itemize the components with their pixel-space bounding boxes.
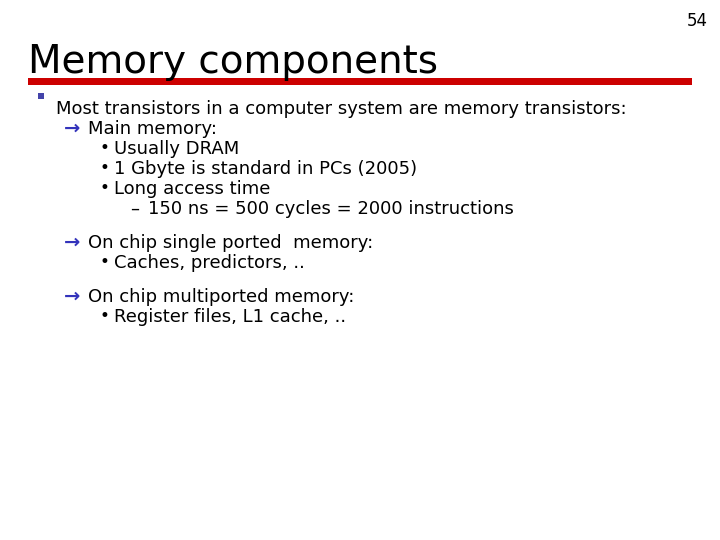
- Text: •: •: [100, 307, 110, 325]
- Bar: [38, 93, 44, 99]
- Text: –: –: [130, 200, 139, 218]
- Text: 54: 54: [687, 12, 708, 30]
- Text: →: →: [64, 119, 81, 138]
- Text: •: •: [100, 253, 110, 271]
- Text: Register files, L1 cache, ..: Register files, L1 cache, ..: [114, 308, 346, 326]
- Text: 1 Gbyte is standard in PCs (2005): 1 Gbyte is standard in PCs (2005): [114, 160, 417, 178]
- Text: Caches, predictors, ..: Caches, predictors, ..: [114, 254, 305, 272]
- Text: Long access time: Long access time: [114, 180, 271, 198]
- Text: •: •: [100, 179, 110, 197]
- Bar: [28, 78, 692, 85]
- Text: •: •: [100, 159, 110, 177]
- Text: On chip multiported memory:: On chip multiported memory:: [88, 288, 354, 306]
- Text: Usually DRAM: Usually DRAM: [114, 140, 239, 158]
- Text: On chip single ported  memory:: On chip single ported memory:: [88, 234, 373, 252]
- Text: 150 ns = 500 cycles = 2000 instructions: 150 ns = 500 cycles = 2000 instructions: [148, 200, 514, 218]
- Text: Most transistors in a computer system are memory transistors:: Most transistors in a computer system ar…: [56, 100, 626, 118]
- Text: →: →: [64, 287, 81, 306]
- Text: •: •: [100, 139, 110, 157]
- Text: Memory components: Memory components: [28, 43, 438, 81]
- Text: Main memory:: Main memory:: [88, 120, 217, 138]
- Text: →: →: [64, 233, 81, 252]
